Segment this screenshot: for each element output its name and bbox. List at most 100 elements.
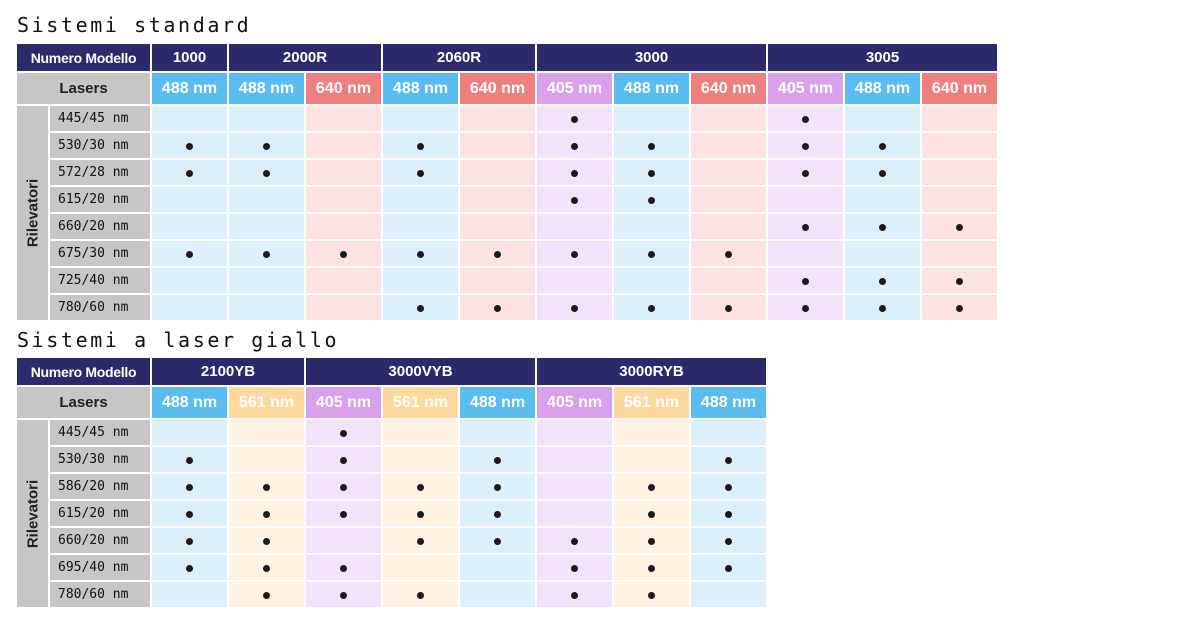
detector-cell [768,295,843,320]
detector-cell [229,295,304,320]
detector-cell [306,501,381,526]
detector-filter: 530/30 nm [50,447,150,472]
detector-cell [768,133,843,158]
detectors-label-text: Rilevatori [24,178,41,248]
compatibility-dot [802,278,809,285]
detector-cell [768,160,843,185]
detector-cell [845,133,920,158]
compatibility-dot [725,251,732,258]
detector-cell [460,555,535,580]
detector-cell [768,214,843,239]
compatibility-dot [571,305,578,312]
detector-cell [383,420,458,445]
detector-cell [152,241,227,266]
detector-cell [614,420,689,445]
detector-filter: 725/40 nm [50,268,150,293]
detector-row: 530/30 nm [17,133,997,158]
detector-cell [460,160,535,185]
detector-cell [537,295,612,320]
compatibility-dot [725,538,732,545]
detector-cell [922,160,997,185]
compatibility-dot [263,484,270,491]
detector-row: 615/20 nm [17,187,997,212]
compatibility-dot [648,565,655,572]
compatibility-dot [263,170,270,177]
detector-row: 660/20 nm [17,214,997,239]
detector-cell [614,106,689,131]
detector-cell [768,106,843,131]
detector-filter: 660/20 nm [50,214,150,239]
detector-cell [306,187,381,212]
detector-cell [691,160,766,185]
detector-cell [306,160,381,185]
detector-cell [845,295,920,320]
compatibility-dot [340,511,347,518]
compatibility-dot [879,170,886,177]
detector-cell [614,582,689,607]
detector-cell [460,133,535,158]
compatibility-dot [956,305,963,312]
compatibility-dot [186,457,193,464]
detector-cell [306,555,381,580]
detector-cell [152,582,227,607]
detector-filter: 615/20 nm [50,187,150,212]
detector-cell [306,582,381,607]
detector-cell [229,187,304,212]
detector-cell [306,295,381,320]
detector-row: 615/20 nm [17,501,766,526]
compatibility-dot [494,511,501,518]
detector-cell [460,214,535,239]
compatibility-dot [186,251,193,258]
compatibility-dot [186,511,193,518]
compatibility-dot [956,224,963,231]
laser-wavelength: 405 nm [537,73,612,104]
compatibility-dot [648,511,655,518]
laser-wavelength: 640 nm [460,73,535,104]
detector-cell [383,106,458,131]
detector-filter: 586/20 nm [50,474,150,499]
compatibility-dot [802,224,809,231]
detector-cell [460,187,535,212]
lasers-row: Lasers 488 nm 488 nm 640 nm 488 nm 640 nm 405 … [17,73,997,104]
compatibility-dot [340,592,347,599]
detector-cell [537,106,612,131]
detector-cell [229,420,304,445]
detector-cell [229,582,304,607]
model-name: 3000VYB [306,358,535,385]
compatibility-dot [571,170,578,177]
detector-cell [306,106,381,131]
detector-cell [691,474,766,499]
detector-cell [460,106,535,131]
detector-cell [768,268,843,293]
lasers-row: Lasers 488 nm 561 nm 405 nm 561 nm 488 nm 405 … [17,387,766,418]
detector-cell [845,106,920,131]
laser-wavelength: 640 nm [922,73,997,104]
model-name: 2100YB [152,358,304,385]
model-name: 3000 [537,44,766,71]
detector-cell [306,447,381,472]
compatibility-dot [648,197,655,204]
detector-cell [614,160,689,185]
detector-cell [152,528,227,553]
compatibility-dot [340,457,347,464]
detector-cell [537,555,612,580]
detector-cell [383,133,458,158]
compatibility-dot [956,278,963,285]
detector-cell [460,268,535,293]
detector-cell [306,214,381,239]
lasers-label: Lasers [17,387,150,418]
compatibility-dot [494,251,501,258]
table-body: Numero Modello 1000 2000R 2060R 3000 3005 Lase… [17,44,997,320]
detector-cell [537,160,612,185]
compatibility-dot [263,251,270,258]
compatibility-dot [186,565,193,572]
compatibility-dot [186,170,193,177]
detector-cell [306,474,381,499]
detector-cell [614,555,689,580]
laser-wavelength: 488 nm [460,387,535,418]
detector-filter: 572/28 nm [50,160,150,185]
model-number-header: Numero Modello [17,358,150,385]
detector-cell [691,133,766,158]
detector-cell [691,528,766,553]
laser-wavelength: 640 nm [306,73,381,104]
